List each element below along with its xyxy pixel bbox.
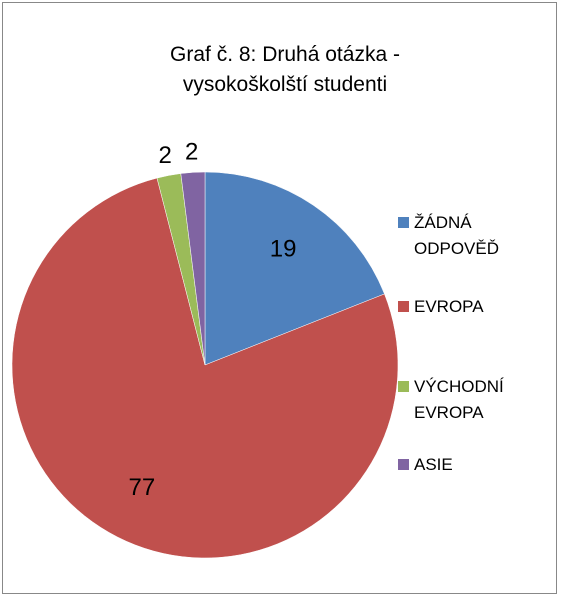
chart-title: Graf č. 8: Druhá otázka - vysokoškolští … bbox=[170, 43, 400, 96]
legend-swatch bbox=[398, 217, 409, 228]
data-label: 19 bbox=[270, 235, 297, 262]
pie-slice bbox=[180, 171, 206, 366]
legend-label: ASIE bbox=[414, 455, 453, 474]
legend-label: EVROPA bbox=[414, 297, 484, 316]
data-label: 2 bbox=[185, 138, 198, 165]
data-label: 77 bbox=[129, 474, 156, 501]
chart-border bbox=[2, 2, 557, 594]
legend-item: ŽÁDNÁ ODPOVĚĎ bbox=[398, 210, 550, 262]
legend-swatch bbox=[398, 301, 409, 312]
data-label: 2 bbox=[159, 142, 172, 169]
legend-swatch bbox=[398, 381, 409, 392]
legend-item: VÝCHODNÍ EVROPA bbox=[398, 374, 550, 426]
legend-label: VÝCHODNÍ EVROPA bbox=[414, 377, 504, 422]
pie-slice bbox=[204, 171, 385, 366]
legend-swatch bbox=[398, 459, 409, 470]
legend-item: EVROPA bbox=[398, 294, 550, 320]
legend-item: ASIE bbox=[398, 452, 550, 478]
pie-slice bbox=[11, 177, 399, 559]
legend-label: ŽÁDNÁ ODPOVĚĎ bbox=[414, 213, 500, 258]
